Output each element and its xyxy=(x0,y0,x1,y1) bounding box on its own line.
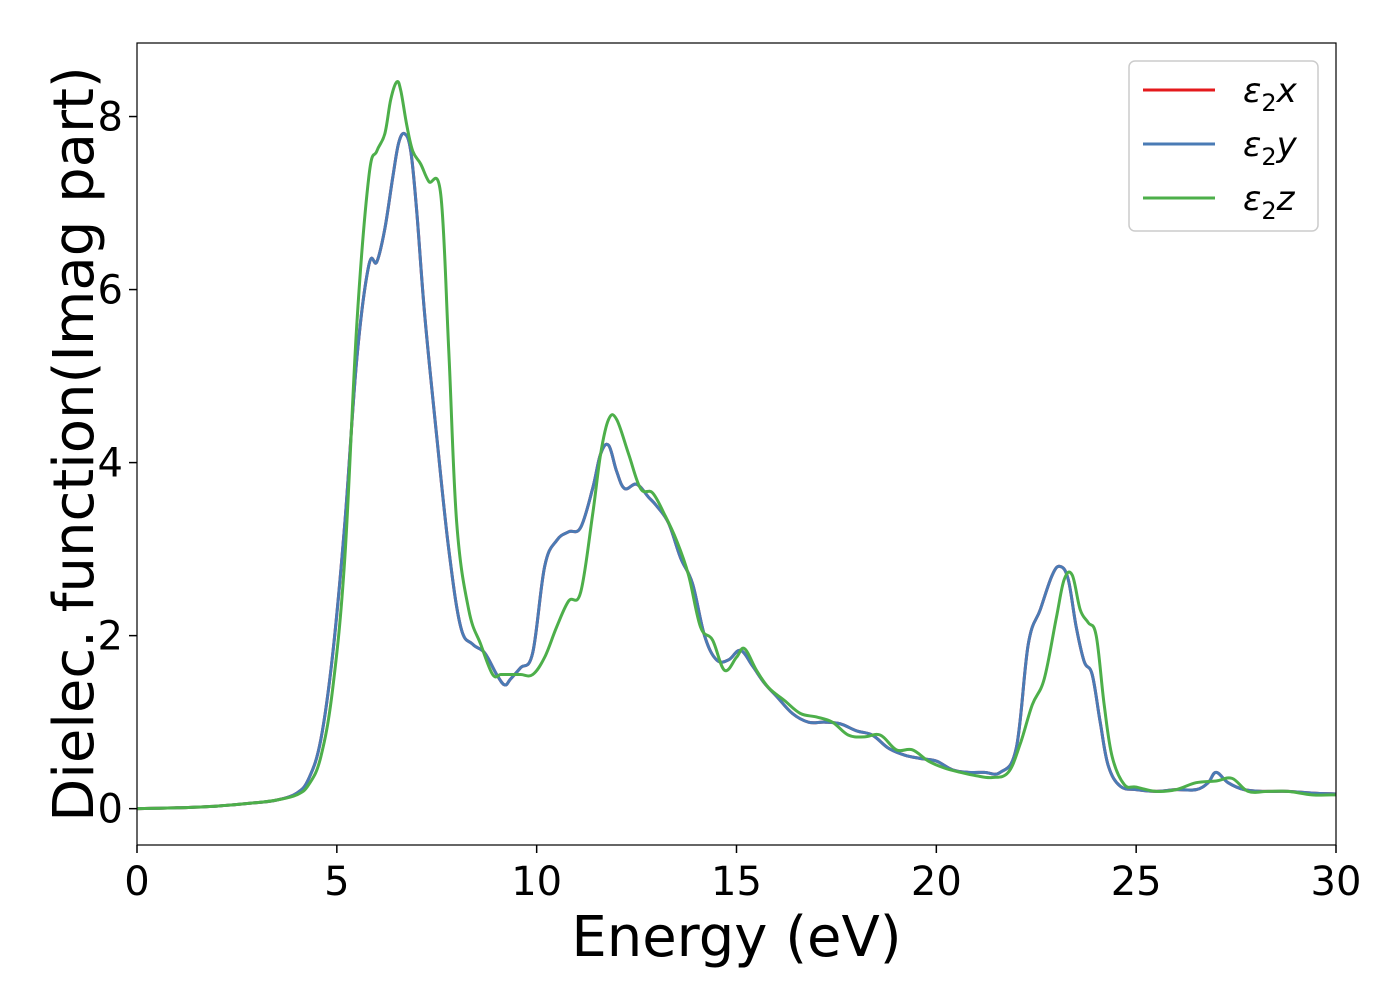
y-axis: 0 2 4 6 8 xyxy=(98,95,137,833)
legend-item-y: ε2y xyxy=(1143,125,1298,171)
y-tick-label: 8 xyxy=(98,95,123,141)
x-tick-label: 25 xyxy=(1111,859,1162,905)
series-line-z xyxy=(137,80,1336,811)
x-tick-label: 20 xyxy=(911,859,962,905)
legend-label: ε2x xyxy=(1243,71,1298,117)
y-tick-label: 4 xyxy=(98,441,123,487)
series-layer xyxy=(137,80,1336,811)
y-tick-label: 6 xyxy=(98,268,123,314)
legend-item-z: ε2z xyxy=(1143,179,1296,225)
y-tick-label: 0 xyxy=(98,787,123,833)
y-tick-label: 2 xyxy=(98,614,123,660)
x-tick-label: 30 xyxy=(1311,859,1362,905)
x-axis: 0 5 10 15 20 25 30 xyxy=(124,845,1361,905)
legend-box xyxy=(1128,60,1319,232)
y-axis-title: Dielec. function(Imag part) xyxy=(42,66,107,822)
legend: ε2x ε2y ε2z xyxy=(1128,60,1319,232)
x-axis-title: Energy (eV) xyxy=(571,905,901,970)
x-tick-label: 5 xyxy=(324,859,349,905)
x-tick-label: 10 xyxy=(511,859,562,905)
legend-label: ε2z xyxy=(1243,179,1296,225)
x-tick-label: 0 xyxy=(124,859,149,905)
x-tick-label: 15 xyxy=(711,859,762,905)
legend-label: ε2y xyxy=(1243,125,1298,171)
legend-item-x: ε2x xyxy=(1143,71,1298,117)
